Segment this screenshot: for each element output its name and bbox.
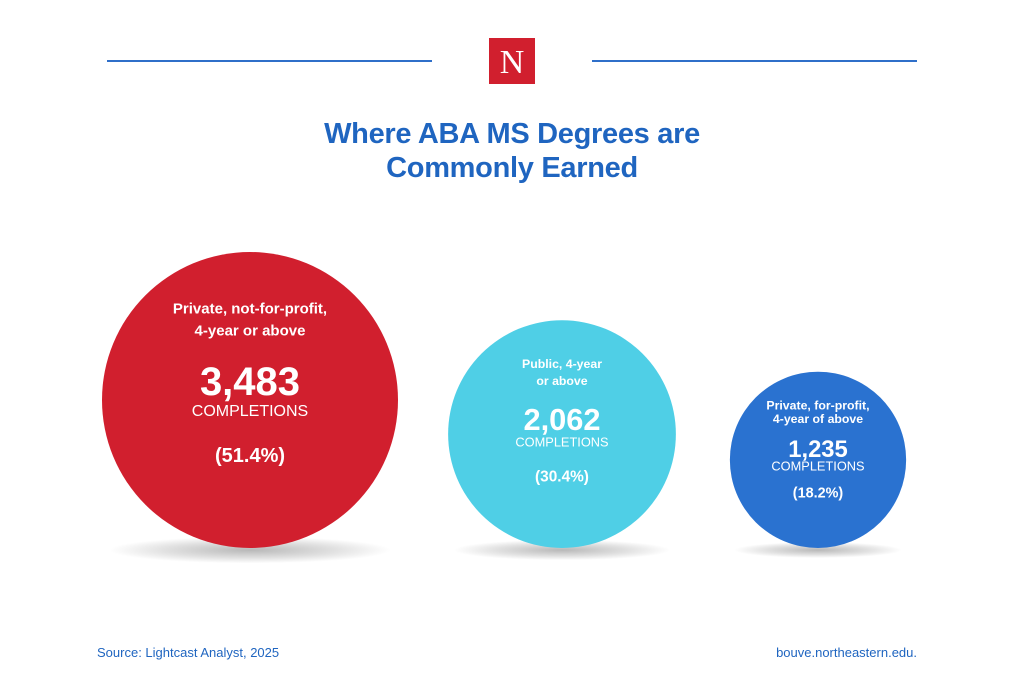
bubble-value: 1,235 [788,436,848,463]
svg-text:N: N [500,44,525,81]
chart-title-line-1: Where ABA MS Degrees are [324,118,700,150]
bubble-shadow [734,542,902,558]
bubble-label-line-1: Private, for-profit, [766,399,869,413]
bubble-3: Private, for-profit,4-year of above 1,235… [729,371,907,558]
bubble-circle [729,371,907,548]
source-note: Source: Lightcast Analyst, 2025 [97,645,280,660]
bubbles-group: Private, not-for-profit, 4-year or above 3… [102,252,907,564]
bubble-1: Private, not-for-profit, 4-year or above 3… [102,252,398,564]
bubble-shadow [453,539,671,561]
bubble-label-line-1: Private, not-for-profit, [173,300,327,317]
bubble-unit: COMPLETIONS [771,459,864,474]
bubble-label-line-1: Public, 4-year [522,357,602,371]
northeastern-logo: N [489,38,535,84]
bubble-percent: (51.4%) [215,445,285,467]
bubble-label-line-2: 4-year of above [773,412,863,426]
site-url: bouve.northeastern.edu. [776,645,917,660]
bubble-percent: (18.2%) [793,486,844,502]
bubble-percent: (30.4%) [535,469,589,486]
bubble-label-line-2: 4-year or above [195,323,306,340]
bubble-shadow [109,536,391,564]
chart-title: Where ABA MS Degrees are Commonly Earned [0,117,1024,185]
bubble-unit: COMPLETIONS [192,403,308,420]
chart-title-line-2: Commonly Earned [386,152,638,184]
bubble-circle [102,252,398,548]
bubble-value: 2,062 [523,402,600,437]
bubble-label-line-2: or above [536,374,587,388]
bubble-value: 3,483 [200,360,300,404]
bubble-circle [448,320,676,548]
logo-letter-graphic: N [500,44,525,81]
header-rule-right [592,60,917,62]
header-rule-left [107,60,432,62]
bubble-unit: COMPLETIONS [515,435,608,450]
